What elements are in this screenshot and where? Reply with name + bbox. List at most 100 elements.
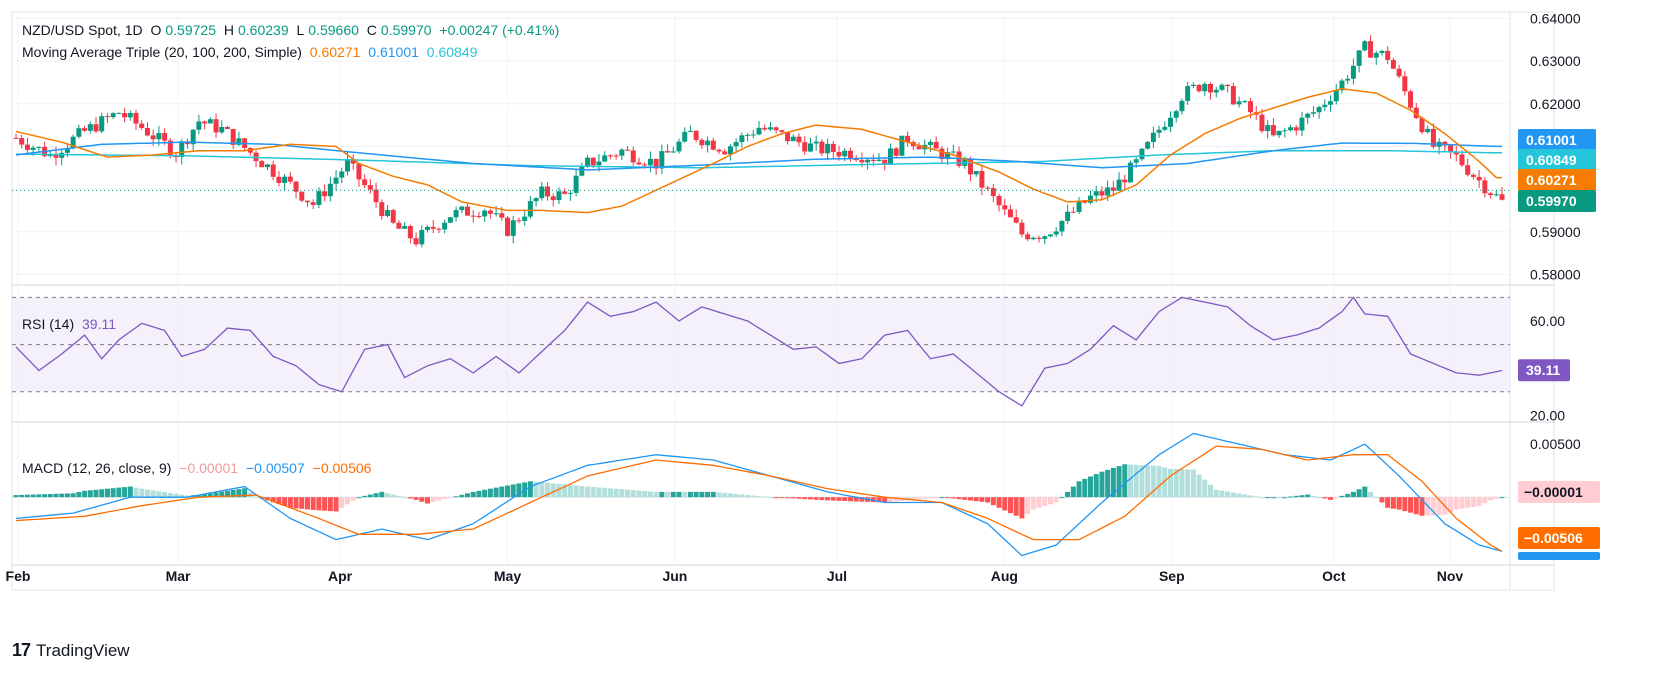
macd-histogram-bar	[796, 497, 802, 499]
candle-body	[390, 210, 396, 223]
candle-body	[659, 151, 665, 169]
candle-body	[670, 151, 676, 153]
candle-body	[745, 134, 751, 136]
candle-body	[533, 198, 539, 202]
ma-title: Moving Average Triple (20, 100, 200, Sim…	[22, 44, 302, 60]
macd-histogram-bar	[1488, 497, 1494, 501]
candle-body	[1213, 89, 1219, 93]
candle-body	[642, 164, 648, 166]
candle-body	[802, 142, 808, 152]
candle-body	[562, 191, 568, 194]
macd-histogram-bar	[687, 491, 693, 498]
candle-body	[950, 151, 956, 153]
macd-histogram-bar	[470, 491, 476, 498]
candle-body	[133, 112, 139, 124]
tradingview-logo-icon: 17	[12, 640, 31, 660]
macd-histogram-bar	[773, 497, 779, 499]
candle-body	[122, 113, 128, 118]
candle-body	[1225, 84, 1231, 87]
macd-histogram-bar	[996, 497, 1002, 508]
macd-histogram-bar	[282, 497, 288, 506]
candle-body	[344, 159, 350, 172]
candle-body	[785, 131, 791, 142]
candle-body	[1248, 101, 1254, 113]
macd-histogram-bar	[184, 495, 190, 498]
candle-body	[430, 226, 436, 229]
candle-body	[1145, 141, 1151, 149]
macd-histogram-bar	[985, 497, 991, 503]
candle-body	[1030, 237, 1036, 240]
macd-histogram-bar	[813, 497, 819, 500]
candle-body	[356, 163, 362, 180]
macd-histogram-bar	[699, 491, 705, 498]
macd-histogram-bar	[1122, 464, 1128, 498]
candle-body	[470, 215, 476, 217]
macd-histogram-bar	[476, 490, 482, 498]
ma20-line	[15, 88, 1502, 214]
macd-histogram-bar	[224, 490, 230, 498]
macd-histogram-bar	[173, 493, 179, 498]
candle-body	[887, 148, 893, 165]
candle-body	[493, 213, 499, 215]
macd-histogram-bar	[1322, 497, 1328, 499]
macd-histogram-bar	[693, 491, 699, 498]
macd-histogram-bar	[1185, 469, 1191, 498]
candle-body	[476, 216, 482, 218]
candle-body	[979, 171, 985, 188]
symbol-legend: NZD/USD Spot, 1D O 0.59725 H 0.60239 L 0.59…	[22, 22, 563, 38]
price-badge-label: 0.61001	[1526, 132, 1577, 148]
macd-histogram-bar	[1105, 469, 1111, 498]
candle-body	[733, 142, 739, 147]
macd-histogram-bar	[127, 486, 133, 498]
macd-histogram-bar	[447, 497, 453, 499]
price-badge	[1518, 190, 1596, 212]
macd-histogram-bar	[802, 497, 808, 500]
macd-histogram-bar	[202, 494, 208, 498]
macd-histogram-bar	[870, 497, 876, 503]
candle-body	[1465, 165, 1471, 175]
macd-histogram-bar	[1385, 497, 1391, 508]
macd-histogram-bar	[853, 497, 859, 502]
macd-histogram-bar	[1025, 497, 1031, 514]
macd-histogram-bar	[465, 493, 471, 498]
candle-body	[1390, 59, 1396, 69]
macd-histogram-bar	[510, 484, 516, 498]
macd-line-value: −0.00507	[245, 460, 305, 476]
macd-histogram-bar	[385, 493, 390, 498]
brand-footer[interactable]: 17 TradingView	[12, 640, 130, 661]
macd-legend: MACD (12, 26, close, 9) −0.00001 −0.0050…	[22, 460, 375, 476]
candle-body	[1402, 76, 1408, 92]
macd-histogram-bar	[1413, 497, 1419, 515]
candle-body	[385, 210, 390, 217]
macd-histogram-bar	[367, 494, 373, 498]
candle-body	[865, 159, 871, 163]
macd-histogram-bar	[602, 487, 608, 498]
x-tick-label: Aug	[991, 568, 1018, 584]
candle-body	[419, 229, 425, 245]
macd-badge	[1518, 552, 1600, 560]
candle-body	[1362, 41, 1368, 51]
candle-body	[1116, 179, 1122, 191]
macd-hist-value: −0.00001	[179, 460, 239, 476]
macd-histogram-bar	[505, 485, 511, 498]
macd-histogram-bar	[1390, 497, 1396, 509]
macd-histogram-bar	[1002, 497, 1008, 511]
candle-body	[682, 131, 688, 142]
macd-histogram-bar	[1379, 497, 1385, 503]
candle-body	[19, 138, 25, 145]
macd-histogram-bar	[607, 488, 613, 498]
macd-histogram-bar	[402, 497, 408, 499]
candle-body	[487, 210, 493, 214]
candle-body	[870, 159, 876, 161]
candle-body	[853, 158, 859, 161]
candle-body	[602, 155, 608, 162]
macd-histogram-bar	[1042, 497, 1048, 507]
candle-body	[1425, 128, 1431, 133]
candle-body	[1019, 222, 1025, 235]
candle-body	[1413, 107, 1419, 119]
candle-body	[796, 136, 802, 143]
candle-body	[1482, 180, 1488, 194]
macd-histogram-bar	[310, 497, 316, 510]
macd-histogram-bar	[299, 497, 305, 509]
candle-body	[459, 206, 465, 211]
